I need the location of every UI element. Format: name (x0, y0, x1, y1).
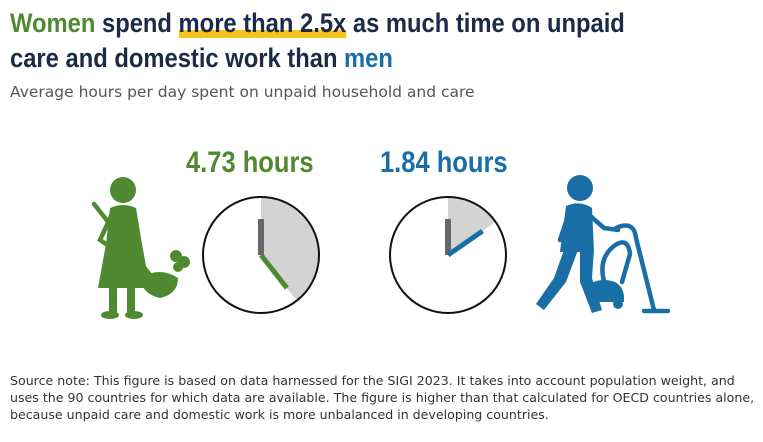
man-vacuuming-icon (536, 175, 671, 314)
women-clock (202, 196, 320, 314)
women-value-label: 4.73 hours (186, 146, 314, 179)
women-clock-value-hand (259, 253, 289, 290)
title-part-2: as much time on unpaid care and domestic… (10, 8, 625, 73)
source-note: Source note: This figure is based on dat… (10, 373, 755, 422)
title-highlight: more than 2.5x (178, 8, 347, 38)
women-clock-sector (261, 198, 319, 300)
title-women: Women (10, 8, 96, 38)
men-clock (389, 196, 507, 314)
men-value-label: 1.84 hours (380, 146, 508, 179)
men-clock-rim (389, 196, 507, 314)
chart-subtitle: Average hours per day spent on unpaid ho… (10, 83, 475, 101)
women-clock-rim (202, 196, 320, 314)
title-part-1: spend (95, 8, 179, 38)
men-clock-sector (448, 198, 495, 255)
title-men: men (344, 43, 393, 73)
woman-sweeping-icon (91, 177, 190, 319)
men-clock-value-hand (446, 228, 484, 258)
chart-title: Women spend more than 2.5x as much time … (10, 6, 661, 76)
